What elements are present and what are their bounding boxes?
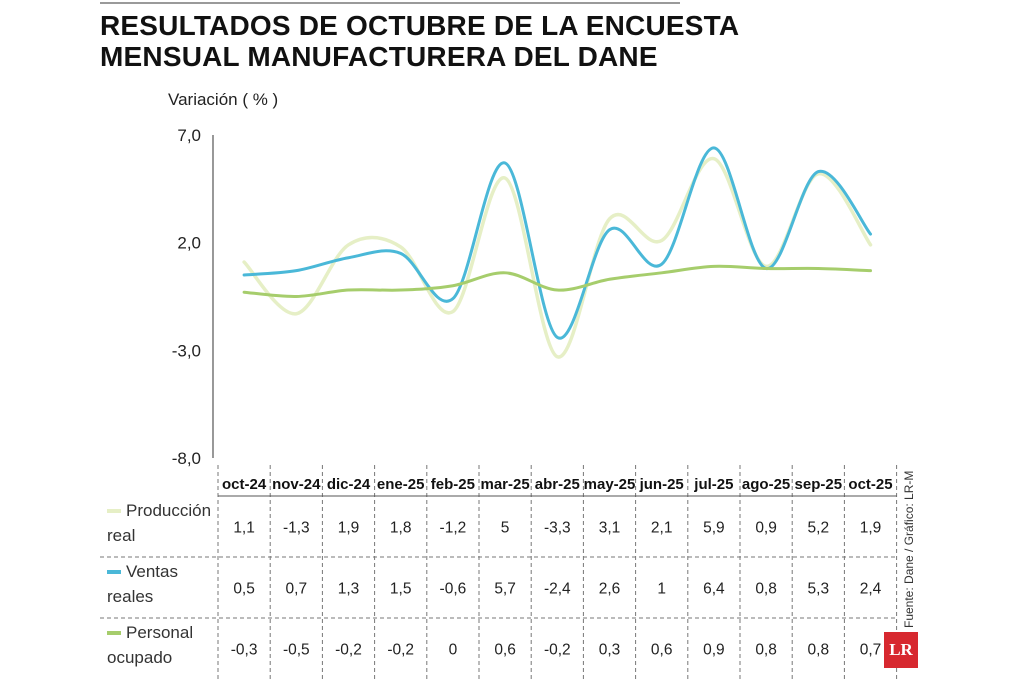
series-ventas-reales-line [242, 146, 872, 340]
series-personal-ocupado-value: 0,8 [755, 642, 777, 659]
series-personal-ocupado-value: -0,5 [283, 642, 310, 659]
series-ventas-reales-value: 2,6 [599, 581, 621, 598]
category-label: mar-25 [480, 476, 529, 493]
series-ventas-reales-value: 6,4 [703, 581, 725, 598]
category-label: jul-25 [693, 476, 733, 493]
category-label: dic-24 [327, 476, 371, 493]
lr-logo: LR [884, 632, 918, 668]
category-label: abr-25 [535, 476, 580, 493]
y-tick-label: 7,0 [177, 126, 201, 145]
series-produccion-real-value: 1,8 [390, 520, 412, 537]
series-produccion-real-value: 3,1 [599, 520, 621, 537]
category-label: may-25 [584, 476, 636, 493]
category-label: ago-25 [742, 476, 790, 493]
series-ventas-reales-value: 0,8 [755, 581, 777, 598]
series-ventas-reales-value: -0,6 [440, 581, 467, 598]
series-ventas-reales-value: 2,4 [860, 581, 882, 598]
series-personal-ocupado-value: 0,6 [651, 642, 673, 659]
series-produccion-real-value: 1,1 [233, 520, 255, 537]
series-produccion-real-value: 0,9 [755, 520, 777, 537]
y-tick-label: -3,0 [172, 341, 201, 360]
series-produccion-real-line [242, 156, 873, 359]
series-ventas-reales-value: 5,7 [494, 581, 516, 598]
series-ventas-reales-legend-label: reales [107, 587, 153, 606]
series-produccion-real-value: 2,1 [651, 520, 673, 537]
series-ventas-reales-legend-label: Ventas [126, 562, 178, 581]
series-produccion-real-legend-label: Producción [126, 501, 211, 520]
series-personal-ocupado-value: 0 [449, 642, 458, 659]
series-ventas-reales-value: 0,7 [286, 581, 308, 598]
category-label: oct-24 [222, 476, 267, 493]
y-tick-label: -8,0 [172, 449, 201, 468]
source-text: Fuente: Dane / Gráfico: LR-MB [902, 470, 916, 628]
series-personal-ocupado-value: -0,2 [387, 642, 414, 659]
y-tick-label: 2,0 [177, 234, 201, 253]
series-personal-ocupado-value: 0,9 [703, 642, 725, 659]
series-produccion-real-value: 1,9 [338, 520, 360, 537]
series-personal-ocupado-value: 0,3 [599, 642, 621, 659]
category-label: ene-25 [377, 476, 425, 493]
category-label: sep-25 [795, 476, 843, 493]
title-rule [100, 2, 680, 4]
source-note: Fuente: Dane / Gráfico: LR-MB [902, 470, 916, 628]
series-personal-ocupado-legend-label: Personal [126, 623, 193, 642]
series-personal-ocupado-line [242, 264, 872, 299]
series-ventas-reales-value: -2,4 [544, 581, 571, 598]
series-personal-ocupado-value: -0,3 [231, 642, 258, 659]
chart-title: RESULTADOS DE OCTUBRE DE LA ENCUESTA MEN… [100, 10, 739, 72]
series-personal-ocupado-legend-label: ocupado [107, 648, 172, 667]
category-label: jun-25 [639, 476, 684, 493]
series-produccion-real-value: -1,3 [283, 520, 310, 537]
series-produccion-real-value: -1,2 [440, 520, 467, 537]
series-produccion-real-legend-label: real [107, 526, 135, 545]
series-personal-ocupado-value: 0,6 [494, 642, 516, 659]
category-label: feb-25 [431, 476, 475, 493]
series-ventas-reales-value: 1 [657, 581, 666, 598]
series-produccion-real-value: 5,9 [703, 520, 725, 537]
series-produccion-real-value: -3,3 [544, 520, 571, 537]
series-personal-ocupado-value: -0,2 [335, 642, 362, 659]
series-personal-ocupado-value: -0,2 [544, 642, 571, 659]
series-produccion-real-value: 5 [501, 520, 510, 537]
y-axis-label: Variación ( % ) [168, 90, 279, 109]
series-personal-ocupado-value: 0,7 [860, 642, 882, 659]
series-ventas-reales-value: 1,3 [338, 581, 360, 598]
series-personal-ocupado-value: 0,8 [808, 642, 830, 659]
category-label: oct-25 [848, 476, 892, 493]
series-ventas-reales-value: 5,3 [808, 581, 830, 598]
series-ventas-reales-value: 1,5 [390, 581, 412, 598]
series-produccion-real-value: 1,9 [860, 520, 882, 537]
series-ventas-reales-value: 0,5 [233, 581, 255, 598]
category-label: nov-24 [272, 476, 321, 493]
series-produccion-real-value: 5,2 [808, 520, 830, 537]
